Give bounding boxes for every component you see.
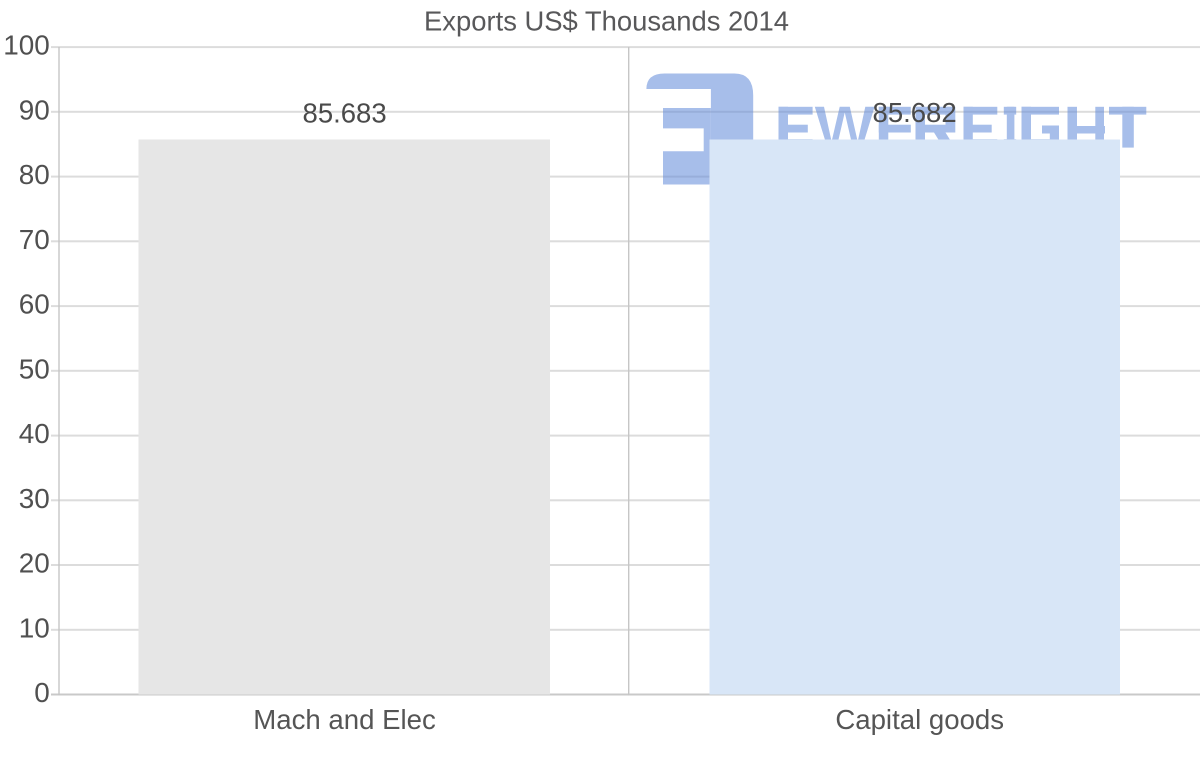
svg-text:Mach and Elec: Mach and Elec: [253, 704, 436, 735]
svg-text:80: 80: [19, 159, 50, 190]
svg-text:0: 0: [34, 677, 50, 708]
svg-text:60: 60: [19, 289, 50, 320]
svg-text:85.683: 85.683: [303, 98, 387, 129]
svg-text:100: 100: [3, 30, 50, 61]
svg-text:20: 20: [19, 548, 50, 579]
svg-text:70: 70: [19, 224, 50, 255]
svg-text:85.682: 85.682: [873, 97, 957, 128]
svg-text:90: 90: [19, 94, 50, 125]
svg-text:30: 30: [19, 483, 50, 514]
svg-text:50: 50: [19, 353, 50, 384]
svg-text:Exports US$ Thousands 2014: Exports US$ Thousands 2014: [424, 6, 789, 37]
svg-text:40: 40: [19, 418, 50, 449]
svg-text:10: 10: [19, 612, 50, 643]
svg-text:Capital goods: Capital goods: [835, 704, 1004, 735]
